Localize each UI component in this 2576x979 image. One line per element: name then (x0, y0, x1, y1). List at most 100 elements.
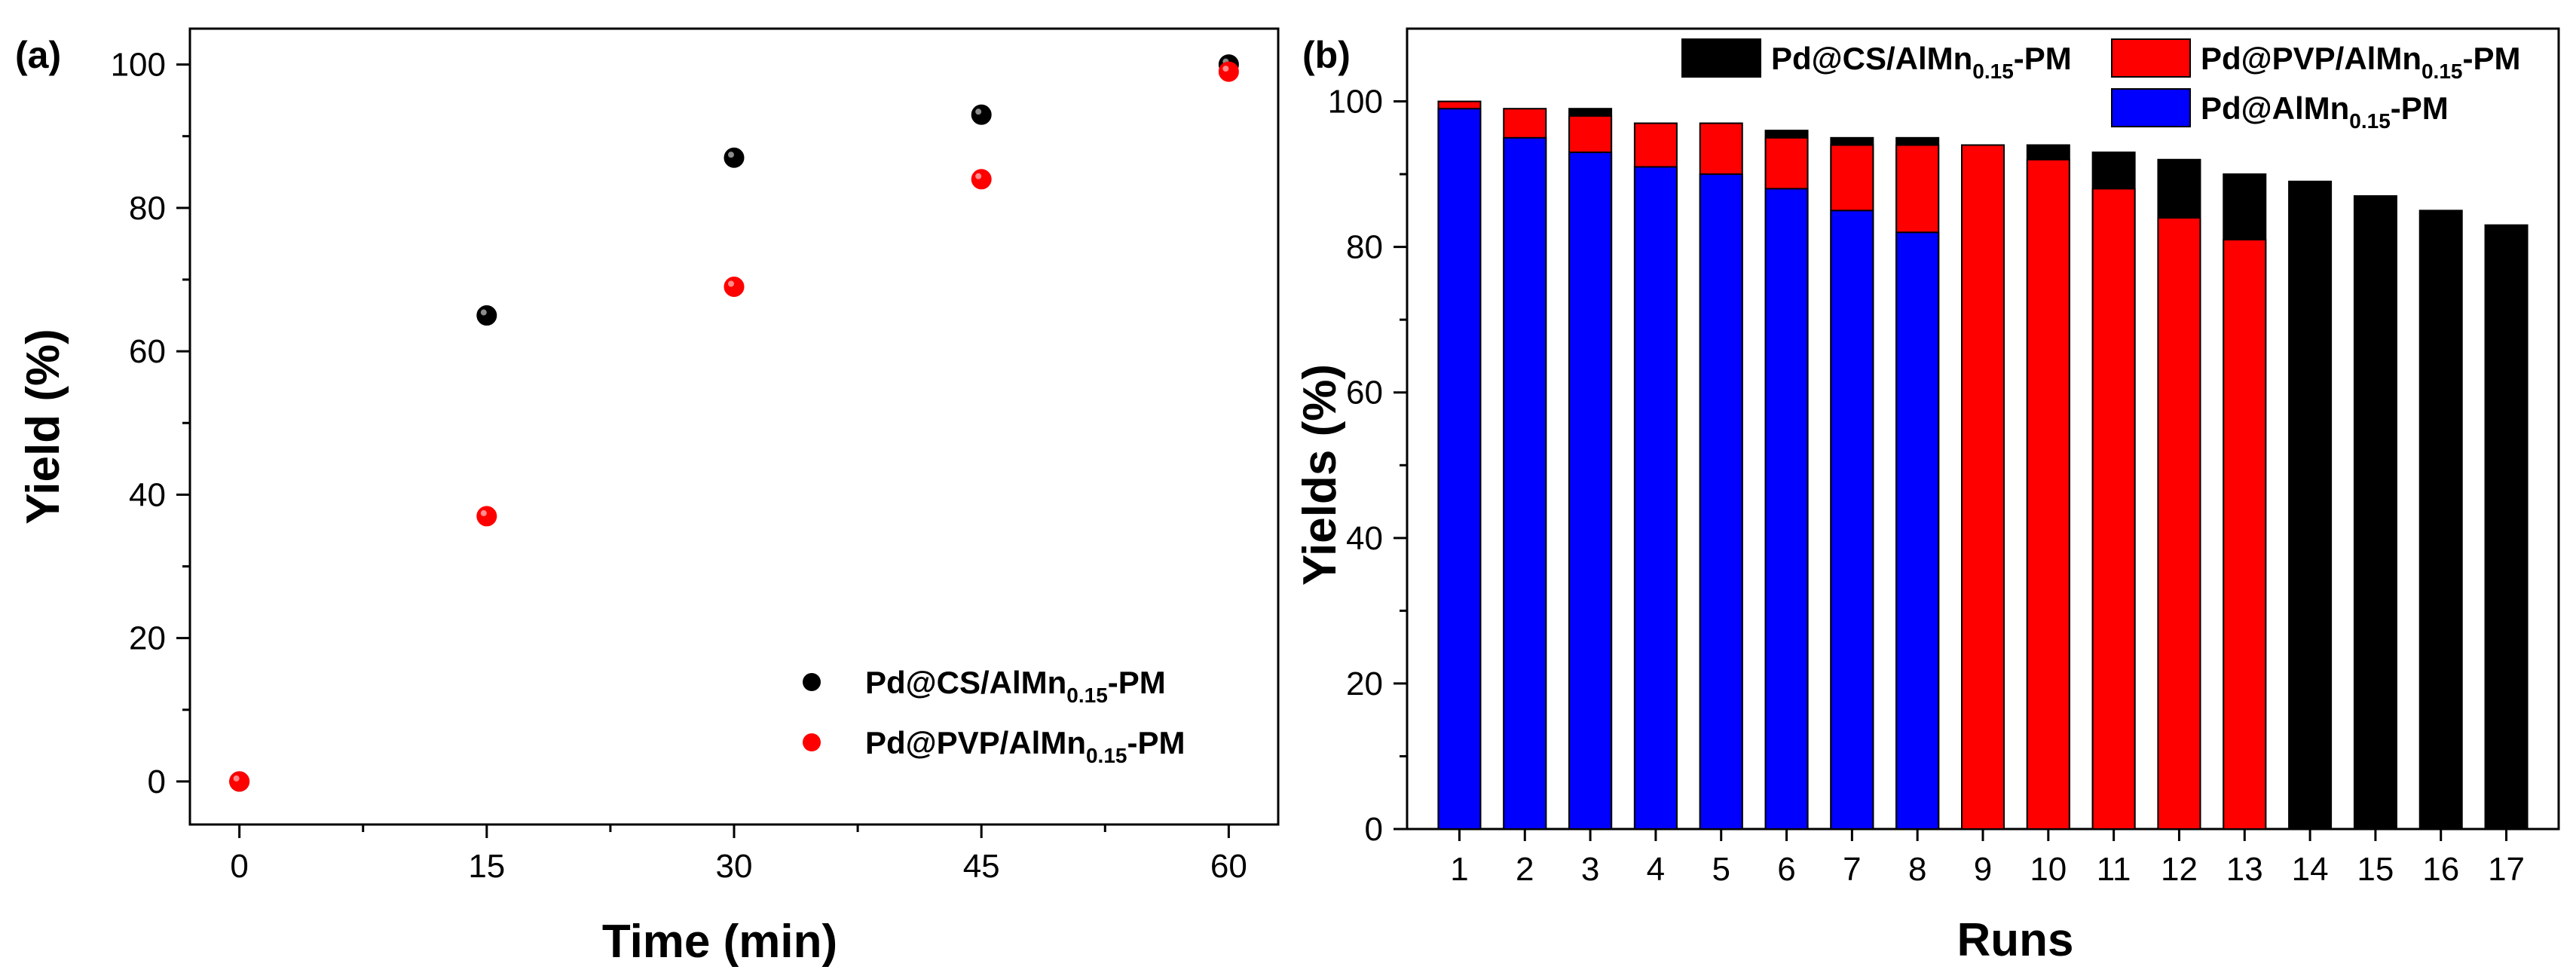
pvp-point (971, 169, 992, 190)
x-tick-label: 16 (2422, 851, 2459, 888)
pvp-point (476, 506, 497, 527)
legend-label-subscript: 0.15 (1066, 684, 1108, 707)
y-tick-label: 0 (148, 763, 166, 800)
x-tick-label: 15 (468, 848, 505, 885)
panel-b-legend: Pd@CS/AlMn0.15-PM Pd@PVP/AlMn0.15-PMPd@Al… (1681, 38, 2520, 133)
legend-label: Pd@PVP/AlMn0.15-PM (865, 725, 1185, 767)
legend-label-tail: -PM (1127, 725, 1185, 760)
x-tick-label: 7 (1843, 851, 1861, 888)
point-highlight (233, 775, 240, 782)
almn-bar-run-7 (1830, 210, 1874, 830)
pvp-point (724, 276, 745, 297)
x-tick-label: 14 (2292, 851, 2329, 888)
x-tick-label: 60 (1210, 848, 1247, 885)
y-tick-label: 60 (129, 333, 166, 370)
legend-label-tail: -PM (2462, 41, 2520, 76)
x-tick-label: 8 (1908, 851, 1926, 888)
point-highlight (975, 173, 982, 179)
x-tick-label: 6 (1777, 851, 1795, 888)
legend-label-main: Pd@CS/AlMn (865, 665, 1066, 700)
legend-marker (803, 733, 821, 751)
almn-bar-run-2 (1503, 136, 1547, 830)
legend-label-tail: -PM (1108, 665, 1166, 700)
y-tick-label: 80 (1346, 229, 1383, 266)
x-tick-label: 12 (2161, 851, 2198, 888)
legend-label-subscript: 0.15 (2422, 60, 2463, 83)
legend-label-subscript: 0.15 (1086, 744, 1127, 767)
legend-label-main: Pd@PVP/AlMn (865, 725, 1086, 760)
legend-label-tail: -PM (2014, 41, 2072, 76)
x-tick-label: 13 (2226, 851, 2263, 888)
y-tick-label: 100 (1328, 84, 1383, 121)
cs-point (971, 104, 992, 125)
legend-label-main: Pd@PVP/AlMn (2201, 41, 2422, 76)
legend-label-subscript: 0.15 (2349, 109, 2391, 133)
pvp-bar-run-12 (2157, 217, 2201, 830)
pvp-bar-run-13 (2223, 238, 2267, 830)
panel-a-y-axis-title: Yield (%) (17, 329, 69, 525)
y-tick-label: 80 (129, 190, 166, 227)
panel-b-x-axis-title: Runs (1957, 914, 2074, 966)
legend-label-tail: -PM (2391, 90, 2449, 126)
x-tick-label: 17 (2488, 851, 2525, 888)
x-tick-label: 0 (230, 848, 248, 885)
panel-a-points (229, 54, 1239, 792)
point-highlight (480, 309, 487, 316)
almn-bar-run-1 (1437, 108, 1482, 830)
x-tick-label: 15 (2357, 851, 2394, 888)
cs-point (724, 147, 745, 168)
point-highlight (1222, 66, 1229, 72)
legend-swatch (1681, 38, 1761, 78)
panel-a-x-axis-title: Time (min) (602, 916, 837, 968)
x-tick-label: 3 (1581, 851, 1599, 888)
panel-b-bars (1437, 100, 2529, 831)
almn-bar-run-3 (1568, 151, 1613, 831)
legend-label: Pd@PVP/AlMn0.15-PM (2201, 41, 2520, 83)
cs-bar-run-14 (2288, 180, 2333, 830)
pvp-bar-run-10 (2026, 158, 2070, 831)
x-tick-label: 2 (1516, 851, 1534, 888)
almn-bar-run-8 (1895, 231, 1940, 830)
y-tick-label: 100 (111, 47, 166, 84)
y-tick-label: 60 (1346, 375, 1383, 411)
panel-a-label: (a) (15, 34, 61, 76)
legend-marker (803, 673, 821, 691)
x-tick-label: 10 (2030, 851, 2067, 888)
panel-b-y-axis-title: Yields (%) (1294, 364, 1346, 586)
legend-swatch (2111, 38, 2191, 78)
legend-label: Pd@CS/AlMn0.15-PM (865, 665, 1166, 707)
point-highlight (728, 151, 734, 158)
x-tick-label: 11 (2097, 851, 2131, 888)
x-tick-label: 4 (1647, 851, 1665, 888)
y-tick-label: 20 (129, 620, 166, 657)
legend-label-main: Pd@AlMn (2201, 90, 2349, 126)
almn-bar-run-4 (1633, 166, 1678, 831)
cs-bar-run-15 (2353, 195, 2397, 830)
x-tick-label: 45 (963, 848, 1000, 885)
legend-swatch (2111, 88, 2191, 127)
cs-bar-run-17 (2484, 224, 2529, 830)
panel-b-label: (b) (1302, 34, 1351, 76)
almn-bar-run-5 (1699, 173, 1743, 831)
x-tick-label: 9 (1974, 851, 1992, 888)
x-tick-label: 1 (1450, 851, 1468, 888)
legend-label-main: Pd@CS/AlMn (1771, 41, 1972, 76)
y-tick-label: 0 (1365, 811, 1383, 848)
cs-bar-run-16 (2418, 210, 2463, 830)
almn-bar-run-6 (1764, 188, 1809, 830)
y-tick-label: 20 (1346, 665, 1383, 702)
legend-label: Pd@AlMn0.15-PM (2201, 90, 2449, 133)
pvp-point (1218, 61, 1239, 82)
point-highlight (480, 509, 487, 516)
point-highlight (728, 280, 734, 287)
x-tick-label: 30 (716, 848, 753, 885)
pvp-bar-run-11 (2091, 188, 2136, 830)
cs-point (476, 305, 497, 326)
legend-label-subscript: 0.15 (1972, 60, 2014, 83)
panel-a-ticks: 0 15 30 45 60 0 20 40 60 80 100 (111, 47, 1247, 885)
